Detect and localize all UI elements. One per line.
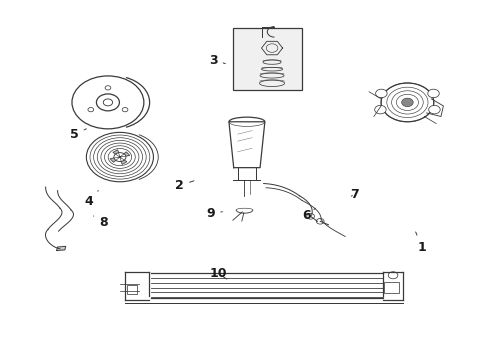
Polygon shape [113,150,120,157]
Circle shape [306,213,314,219]
Text: 6: 6 [302,208,315,222]
Circle shape [428,105,439,114]
Bar [127,285,137,294]
Polygon shape [120,157,126,164]
Polygon shape [228,122,264,168]
Text: 10: 10 [209,267,226,280]
Circle shape [401,98,412,107]
Circle shape [375,89,386,98]
Polygon shape [57,246,65,251]
Bar [384,282,398,293]
Text: 3: 3 [208,54,225,67]
Text: 4: 4 [84,190,98,208]
Polygon shape [110,157,120,162]
Bar [232,28,302,90]
Text: 1: 1 [415,232,426,253]
Circle shape [316,219,324,224]
Text: 5: 5 [70,128,86,141]
Circle shape [427,89,438,98]
Circle shape [114,153,126,162]
Circle shape [380,83,433,122]
Text: 2: 2 [175,179,194,192]
Polygon shape [120,152,129,157]
Circle shape [374,105,386,114]
Text: 7: 7 [349,188,358,201]
Text: 8: 8 [93,216,107,229]
Text: 9: 9 [206,207,222,220]
